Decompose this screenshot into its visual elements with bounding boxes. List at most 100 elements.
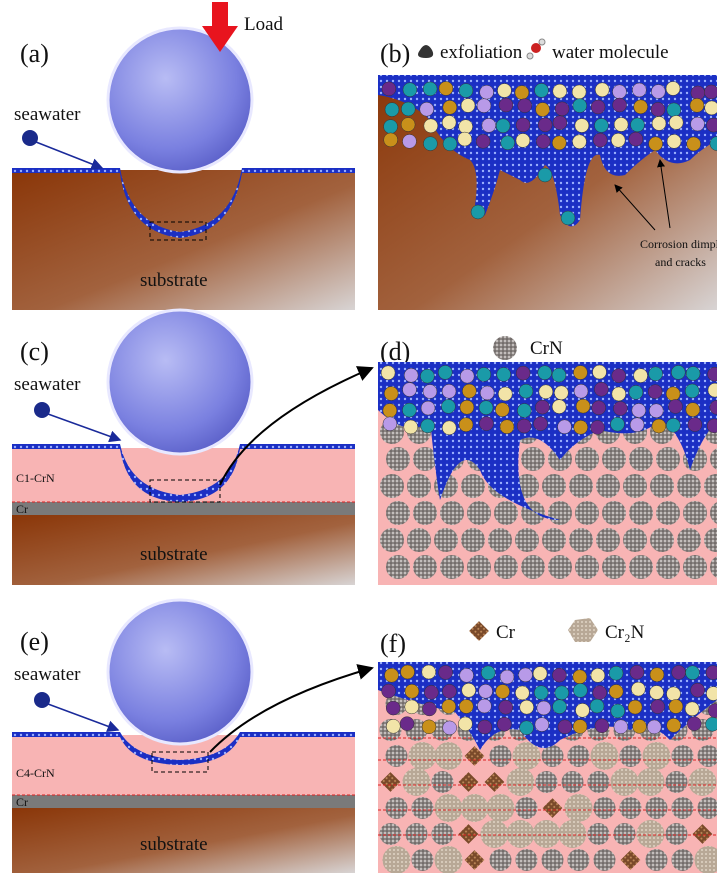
ion <box>591 420 605 434</box>
ion <box>609 666 623 680</box>
ion <box>632 83 646 97</box>
cr2n-particle <box>636 768 664 796</box>
load-label: Load <box>244 14 284 35</box>
ion <box>499 98 513 112</box>
ion <box>686 403 700 417</box>
crn-particle <box>575 447 599 471</box>
ion <box>553 116 567 130</box>
crn-particle <box>405 823 427 845</box>
ion <box>573 670 587 684</box>
ion <box>422 702 436 716</box>
seawater-label: seawater <box>14 104 81 125</box>
crn-particle <box>407 528 431 552</box>
ion <box>614 720 628 734</box>
crn-particle <box>515 797 537 819</box>
ion <box>534 417 548 431</box>
ion <box>595 83 609 97</box>
ion <box>669 115 683 129</box>
ion <box>420 369 434 383</box>
crn-particle <box>619 745 641 767</box>
crn-particle <box>645 849 667 871</box>
ion <box>383 417 397 431</box>
ion <box>382 684 396 698</box>
panel-c: (c) seawater C1-CrN Cr substrate <box>12 310 372 585</box>
ion <box>500 670 514 684</box>
cr2n-particle <box>642 742 670 770</box>
ion <box>690 98 704 112</box>
ion <box>593 686 607 700</box>
ion <box>671 365 685 379</box>
panel-d: (d) CrN <box>378 336 717 585</box>
ion <box>573 366 587 380</box>
cr2n-particle <box>506 820 534 848</box>
panel-label: (d) <box>380 337 410 366</box>
ion <box>576 399 590 413</box>
ion <box>471 205 485 219</box>
ion <box>651 700 665 714</box>
crn-particle <box>677 528 701 552</box>
crn-particle <box>440 555 464 579</box>
ion <box>480 85 494 99</box>
ion <box>405 700 419 714</box>
crn-particle <box>602 555 626 579</box>
crn-particle <box>596 528 620 552</box>
ion <box>462 384 476 398</box>
ion <box>691 117 705 131</box>
ion <box>686 367 700 381</box>
ion <box>573 683 587 697</box>
crn-particle <box>542 474 566 498</box>
ion <box>666 418 680 432</box>
cr2n-particle <box>558 820 586 848</box>
ion <box>591 668 605 682</box>
crn-particle <box>602 501 626 525</box>
cr2n-particle <box>486 794 514 822</box>
ion <box>691 86 705 100</box>
crn-icon <box>493 336 517 360</box>
crn-particle <box>671 797 693 819</box>
ion <box>649 404 663 418</box>
crn-particle <box>593 797 615 819</box>
ion <box>520 700 534 714</box>
cr-icon <box>469 621 489 641</box>
crn-particle <box>629 555 653 579</box>
ion <box>443 721 457 735</box>
ion <box>422 665 436 679</box>
ion <box>442 684 456 698</box>
ion <box>420 102 434 116</box>
pointer <box>36 142 102 168</box>
ion <box>477 699 491 713</box>
ion <box>460 400 474 414</box>
ion <box>667 103 681 117</box>
ion <box>403 83 417 97</box>
ion <box>460 369 474 383</box>
cr2n-particle <box>460 794 488 822</box>
crn-particle <box>434 528 458 552</box>
ion <box>610 417 624 431</box>
crn-particle <box>671 849 693 871</box>
ion <box>667 718 681 732</box>
ion <box>666 387 680 401</box>
crn-particle <box>567 745 589 767</box>
ion <box>460 668 474 682</box>
cr2n-particle <box>434 742 462 770</box>
ion <box>555 686 569 700</box>
ion <box>634 100 648 114</box>
crn-particle <box>548 501 572 525</box>
ion <box>496 119 510 133</box>
interlayer-label: Cr <box>16 502 28 516</box>
ion <box>595 719 609 733</box>
cr2n-particle <box>590 742 618 770</box>
ion <box>650 686 664 700</box>
legend-label: exfoliation <box>440 42 523 63</box>
crn-particle <box>461 474 485 498</box>
interlayer-label: Cr <box>16 795 28 809</box>
cr2n-particle <box>382 846 410 873</box>
ion <box>591 100 605 114</box>
ion <box>535 718 549 732</box>
crn-particle <box>494 501 518 525</box>
ion <box>443 137 457 151</box>
ion <box>688 418 702 432</box>
ion <box>499 700 513 714</box>
ion <box>459 84 473 98</box>
crn-particle <box>386 555 410 579</box>
